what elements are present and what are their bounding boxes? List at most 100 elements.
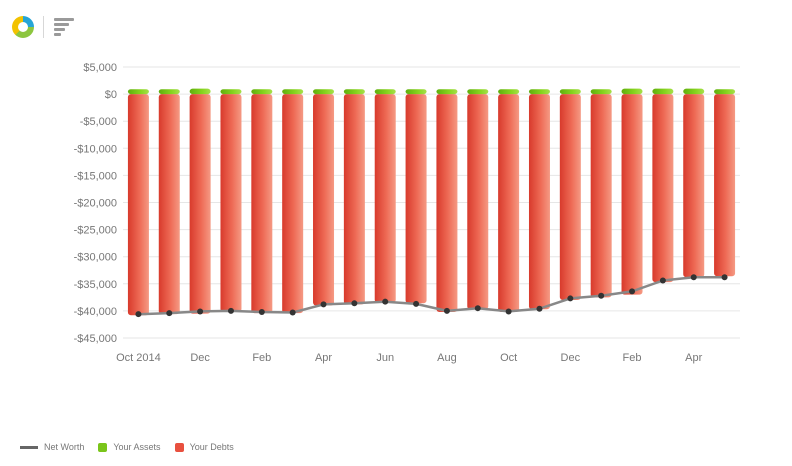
net-worth-chart: $5,000 $0 -$5,000 -$10,000 -$15,000 -$20,000 -… [74, 62, 740, 364]
net-worth-point[interactable] [382, 298, 389, 305]
legend-assets-label: Your Assets [113, 442, 161, 452]
y-axis-labels: $5,000 $0 -$5,000 -$10,000 -$15,000 -$20,000 -… [74, 62, 117, 345]
grid-lines [123, 66, 740, 339]
asset-bar[interactable] [436, 89, 458, 95]
toolbar-divider [43, 16, 44, 38]
asset-bar[interactable] [405, 89, 427, 95]
asset-bar[interactable] [343, 89, 365, 95]
net-worth-point[interactable] [629, 288, 636, 295]
y-tick-label: -$35,000 [74, 279, 117, 291]
bar-list-icon[interactable] [54, 18, 74, 36]
debt-bar[interactable] [683, 94, 705, 278]
asset-bar[interactable] [652, 88, 674, 95]
x-tick-label: Dec [190, 352, 210, 364]
y-tick-label: -$10,000 [74, 143, 117, 155]
asset-bar[interactable] [683, 88, 705, 95]
x-tick-label: Oct 2014 [116, 352, 161, 364]
net-worth-point[interactable] [227, 307, 234, 314]
asset-bar[interactable] [498, 89, 520, 95]
net-worth-point[interactable] [505, 308, 512, 315]
x-tick-label: Feb [623, 352, 642, 364]
net-worth-line [135, 274, 728, 318]
asset-bar[interactable] [559, 89, 581, 95]
debt-bar[interactable] [158, 94, 180, 315]
net-worth-point[interactable] [659, 277, 666, 284]
x-tick-label: Jun [376, 352, 394, 364]
asset-bar[interactable] [714, 89, 736, 95]
net-worth-point[interactable] [690, 274, 697, 281]
legend-debts-swatch [174, 442, 184, 452]
debt-bar[interactable] [714, 94, 736, 277]
debt-bar[interactable] [405, 94, 427, 304]
net-worth-point[interactable] [135, 311, 142, 318]
asset-bar[interactable] [467, 89, 489, 95]
net-worth-point[interactable] [567, 295, 574, 302]
net-worth-point[interactable] [721, 274, 728, 281]
asset-bar[interactable] [220, 89, 242, 95]
net-worth-point[interactable] [197, 308, 204, 315]
debt-bar[interactable] [374, 94, 396, 303]
net-worth-point[interactable] [258, 308, 265, 315]
net-worth-point[interactable] [413, 300, 420, 307]
net-worth-point[interactable] [320, 301, 327, 308]
x-tick-label: Apr [315, 352, 332, 364]
asset-bar[interactable] [528, 89, 550, 95]
legend-net-worth-label: Net Worth [44, 442, 85, 452]
legend-debts[interactable]: Your Debts [174, 442, 234, 452]
asset-bar[interactable] [374, 89, 396, 95]
legend-assets-swatch [98, 442, 108, 452]
y-tick-label: $0 [105, 89, 117, 101]
debt-bar[interactable] [498, 94, 520, 312]
net-worth-line-path [138, 276, 725, 316]
debt-bar[interactable] [189, 94, 211, 314]
y-tick-label: -$30,000 [74, 252, 117, 264]
debt-bar[interactable] [436, 94, 458, 312]
asset-bar[interactable] [251, 89, 273, 95]
debt-bar[interactable] [282, 94, 304, 314]
asset-bar[interactable] [189, 88, 211, 95]
net-worth-point[interactable] [289, 309, 296, 316]
x-tick-label: Aug [437, 352, 457, 364]
legend-debts-label: Your Debts [189, 442, 234, 452]
x-tick-label: Feb [252, 352, 271, 364]
net-worth-point[interactable] [351, 300, 358, 307]
asset-bar[interactable] [158, 89, 180, 95]
legend-assets[interactable]: Your Assets [98, 442, 161, 452]
debt-bar[interactable] [313, 94, 335, 306]
legend: Net Worth Your Assets Your Debts [20, 442, 248, 452]
x-tick-label: Dec [561, 352, 581, 364]
chart-toolbar [12, 14, 74, 40]
y-tick-label: -$40,000 [74, 306, 117, 318]
debt-bar[interactable] [590, 94, 612, 298]
y-tick-label: -$15,000 [74, 170, 117, 182]
asset-bar[interactable] [590, 89, 612, 95]
legend-net-worth-swatch [20, 445, 38, 449]
debt-bar[interactable] [467, 94, 489, 310]
y-tick-label: -$5,000 [80, 116, 117, 128]
debt-bar[interactable] [528, 94, 550, 310]
debt-bar[interactable] [343, 94, 365, 305]
net-worth-point[interactable] [536, 305, 543, 312]
legend-net-worth[interactable]: Net Worth [20, 442, 84, 452]
y-tick-label: -$20,000 [74, 198, 117, 210]
net-worth-point[interactable] [443, 307, 450, 314]
asset-bar[interactable] [127, 89, 149, 95]
donut-chart-icon[interactable] [12, 16, 34, 38]
debt-bar[interactable] [559, 94, 581, 301]
debt-bar[interactable] [621, 94, 643, 295]
x-tick-label: Oct [500, 352, 517, 364]
debt-bar[interactable] [127, 94, 149, 316]
asset-bar[interactable] [313, 89, 335, 95]
net-worth-point[interactable] [474, 305, 481, 312]
asset-bar[interactable] [621, 88, 643, 95]
y-tick-label: -$25,000 [74, 225, 117, 237]
x-tick-label: Apr [685, 352, 702, 364]
debt-bar[interactable] [251, 94, 273, 314]
y-tick-label: $5,000 [83, 62, 117, 74]
net-worth-point[interactable] [166, 310, 173, 317]
asset-bar[interactable] [282, 89, 304, 95]
debt-bar[interactable] [652, 94, 674, 283]
net-worth-point[interactable] [598, 292, 605, 299]
bars [127, 88, 736, 316]
debt-bar[interactable] [220, 94, 242, 312]
